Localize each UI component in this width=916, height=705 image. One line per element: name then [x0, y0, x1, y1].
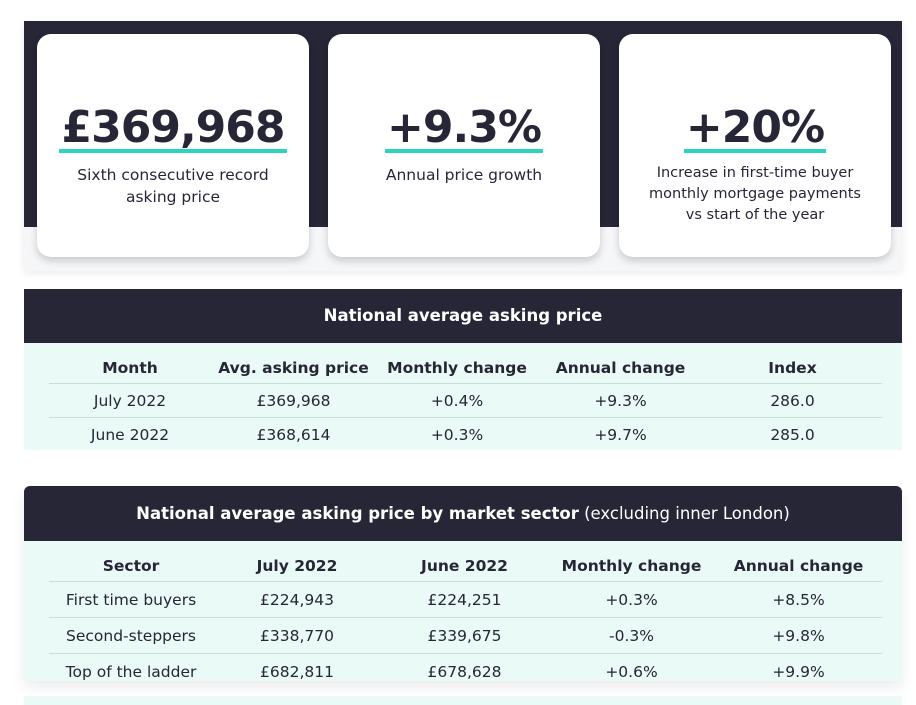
col-header-annual-change: Annual change: [538, 353, 703, 384]
cell: £678,628: [427, 662, 502, 681]
next-section-edge: [24, 696, 902, 705]
stat-card-mortgage-increase: +20% Increase in first-time buyer monthl…: [619, 34, 891, 257]
stat-value: +20%: [683, 102, 827, 153]
col-header-avg-price: Avg. asking price: [211, 353, 376, 384]
table-header-row: Sector July 2022 June 2022 Monthly chang…: [49, 551, 882, 582]
table-row: Second-steppers £338,770 £339,675 -0.3% …: [49, 617, 882, 654]
cell: +8.5%: [715, 581, 882, 618]
table-row: Top of the ladder £682,811 £678,628 +0.6…: [49, 654, 882, 690]
cell: Top of the ladder: [65, 662, 197, 681]
stat-card-asking-price: £369,968 Sixth consecutive record asking…: [37, 34, 309, 257]
cell: +9.3%: [538, 383, 703, 418]
asking-price-table: Month Avg. asking price Monthly change A…: [49, 353, 882, 451]
col-header-sector: Sector: [49, 551, 213, 582]
cell: +9.9%: [772, 662, 825, 681]
cell: +9.8%: [715, 617, 882, 654]
col-header-monthly-change: Monthly change: [376, 353, 538, 384]
cell: +9.7%: [594, 425, 647, 444]
cell: 285.0: [770, 425, 815, 444]
cell: £224,943: [213, 581, 381, 618]
stat-value: £369,968: [59, 102, 287, 153]
cell: £224,251: [381, 581, 548, 618]
stat-label: Annual price growth: [385, 166, 543, 184]
stat-card-annual-growth: +9.3% Annual price growth: [328, 34, 600, 257]
col-header-month: Month: [49, 353, 211, 384]
market-sector-table-card: National average asking price by market …: [24, 486, 902, 681]
col-header-monthly-change: Monthly change: [548, 551, 715, 582]
cell: June 2022: [90, 425, 170, 444]
cell: +0.3%: [548, 581, 715, 618]
cell: £338,770: [213, 617, 381, 654]
market-sector-table: Sector July 2022 June 2022 Monthly chang…: [49, 551, 882, 689]
col-header-june: June 2022: [381, 551, 548, 582]
cell: £369,968: [211, 383, 376, 418]
cell: 286.0: [703, 383, 882, 418]
cell: £368,614: [256, 425, 331, 444]
cell: July 2022: [49, 383, 211, 418]
cell: +0.4%: [376, 383, 538, 418]
table-header-row: Month Avg. asking price Monthly change A…: [49, 353, 882, 384]
cell: £682,811: [260, 662, 334, 681]
stats-panel: £369,968 Sixth consecutive record asking…: [24, 21, 902, 271]
cell: -0.3%: [548, 617, 715, 654]
table-row: June 2022 £368,614 +0.3% +9.7% 285.0: [49, 418, 882, 452]
stat-label: Sixth consecutive record asking price: [77, 166, 269, 206]
asking-price-table-card: National average asking price Month Avg.…: [24, 289, 902, 450]
cell: +0.3%: [430, 425, 484, 444]
col-header-index: Index: [703, 353, 882, 384]
cell: First time buyers: [49, 581, 213, 618]
col-header-annual-change: Annual change: [715, 551, 882, 582]
table-title: National average asking price by market …: [24, 486, 902, 541]
cell: +0.6%: [605, 662, 658, 681]
cell: £339,675: [381, 617, 548, 654]
table-row: July 2022 £369,968 +0.4% +9.3% 286.0: [49, 383, 882, 418]
col-header-july: July 2022: [213, 551, 381, 582]
stat-label: Increase in first-time buyer monthly mor…: [649, 165, 861, 223]
table-title: National average asking price: [24, 289, 902, 343]
table-row: First time buyers £224,943 £224,251 +0.3…: [49, 581, 882, 618]
stat-value: +9.3%: [385, 102, 543, 153]
cell: Second-steppers: [49, 617, 213, 654]
